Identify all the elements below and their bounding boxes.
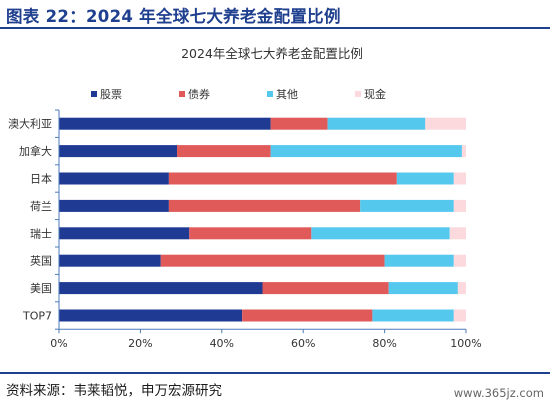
bar-segment-4-4	[453, 199, 466, 212]
bar-segment-6-2	[160, 254, 385, 267]
legend-label-3: 其他	[276, 88, 298, 101]
category-label-4: 荷兰	[30, 200, 52, 213]
x-tick-label-6: 100%	[450, 337, 481, 350]
category-label-1: 澳大利亚	[8, 117, 52, 131]
bar-segment-7-3	[388, 282, 458, 295]
bar-segment-7-2	[262, 282, 389, 295]
bar-segment-5-1	[59, 227, 190, 240]
category-label-3: 日本	[30, 172, 52, 186]
legend-label-2: 债券	[188, 87, 210, 101]
bar-segment-1-2	[270, 117, 328, 130]
figure-title: 图表 22：2024 年全球七大养老金配置比例	[6, 7, 341, 26]
bar-segment-4-2	[168, 199, 361, 212]
bar-segment-1-1	[59, 117, 271, 130]
legend-swatch-3	[267, 91, 273, 97]
bar-segment-2-4	[461, 145, 466, 158]
footer-divider	[0, 372, 550, 374]
x-tick-label-2: 20%	[128, 337, 152, 350]
bar-segment-3-3	[396, 172, 454, 185]
report-header: 图表 22：2024 年全球七大养老金配置比例	[0, 0, 550, 30]
bar-segment-6-1	[59, 254, 161, 267]
category-label-8: TOP7	[22, 310, 52, 323]
bar-segment-7-4	[457, 282, 466, 295]
chart-legend: 股票 债券 其他 现金	[91, 87, 386, 101]
bar-segment-2-3	[270, 145, 462, 158]
stacked-bar-chart: 2024年全球七大养老金配置比例 股票 债券 其他 现金 澳大利亚加拿大日本荷兰瑞士英…	[8, 46, 482, 350]
bar-segment-8-4	[453, 309, 466, 322]
header-divider	[0, 27, 550, 29]
x-tick-label-5: 80%	[372, 337, 396, 350]
bar-segment-8-3	[372, 309, 454, 322]
x-tick-label-4: 60%	[291, 337, 315, 350]
bar-segment-7-1	[59, 282, 263, 295]
bar-segment-2-1	[59, 145, 178, 158]
legend-label-4: 现金	[364, 87, 386, 101]
bar-segment-8-1	[59, 309, 243, 322]
x-tick-label-1: 0%	[50, 337, 67, 350]
watermark: www.365jz.com	[453, 386, 544, 400]
category-label-6: 英国	[30, 254, 52, 268]
bar-segment-6-4	[453, 254, 466, 267]
legend-swatch-2	[179, 91, 185, 97]
bar-segment-3-4	[453, 172, 466, 185]
bar-segment-1-4	[425, 117, 466, 130]
bar-segment-8-2	[242, 309, 373, 322]
bar-segment-5-3	[311, 227, 450, 240]
bar-segment-5-2	[189, 227, 312, 240]
bar-group	[59, 117, 466, 322]
legend-swatch-1	[91, 91, 97, 97]
bar-segment-6-3	[384, 254, 454, 267]
bar-segment-1-3	[327, 117, 426, 130]
chart-title: 2024年全球七大养老金配置比例	[181, 46, 363, 61]
legend-label-1: 股票	[100, 88, 122, 101]
bar-segment-5-4	[449, 227, 466, 240]
bar-segment-3-2	[168, 172, 397, 185]
bar-segment-4-1	[59, 199, 169, 212]
category-label-7: 美国	[30, 282, 52, 295]
category-label-5: 瑞士	[30, 226, 52, 240]
x-tick-label-3: 40%	[210, 337, 234, 350]
bar-segment-3-1	[59, 172, 169, 185]
source-note: 资料来源：韦莱韬悦，申万宏源研究	[6, 383, 222, 399]
legend-swatch-4	[355, 91, 361, 97]
bar-segment-4-3	[360, 199, 454, 212]
bar-segment-2-2	[177, 145, 271, 158]
category-label-2: 加拿大	[19, 144, 52, 158]
